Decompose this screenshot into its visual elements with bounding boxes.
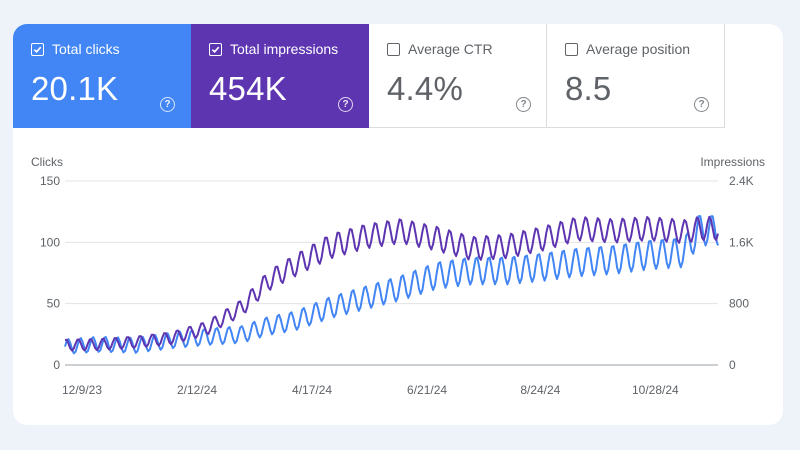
metric-label: Average CTR: [408, 41, 493, 57]
y-axis-labels: 150 2.4K 100 1.6K 50 800 0 0: [40, 174, 754, 372]
metric-header: Average position: [565, 41, 690, 57]
y-right-tick-label: 2.4K: [729, 174, 754, 188]
metric-label: Total impressions: [230, 41, 339, 57]
help-icon[interactable]: ?: [338, 97, 353, 112]
metric-value: 4.4%: [387, 70, 464, 107]
x-tick-label: 6/21/24: [407, 383, 447, 397]
help-icon[interactable]: ?: [160, 97, 175, 112]
metric-label: Average position: [586, 41, 691, 57]
checkbox-unchecked-icon[interactable]: [565, 42, 578, 56]
metric-average-ctr[interactable]: Average CTR 4.4% ?: [369, 24, 547, 128]
metric-tabs: Total clicks 20.1K ? Total impressions 4…: [13, 24, 725, 128]
metric-total-clicks[interactable]: Total clicks 20.1K ?: [13, 24, 191, 128]
checkbox-unchecked-icon[interactable]: [387, 42, 400, 56]
metric-header: Total clicks: [31, 41, 120, 57]
performance-card: Total clicks 20.1K ? Total impressions 4…: [13, 24, 783, 425]
checkbox-checked-icon[interactable]: [209, 42, 222, 56]
y-left-tick-label: 50: [47, 297, 61, 311]
metric-header: Average CTR: [387, 41, 493, 57]
chart-grid: [65, 180, 718, 366]
y-right-tick-label: 1.6K: [729, 235, 754, 249]
x-tick-label: 10/28/24: [632, 383, 679, 397]
metric-average-position[interactable]: Average position 8.5 ?: [547, 24, 725, 128]
metric-value: 454K: [209, 70, 287, 107]
metric-value: 8.5: [565, 70, 612, 107]
series-line-impressions: [65, 216, 719, 352]
series-line-clicks: [64, 215, 719, 355]
x-axis-labels: 12/9/23 2/12/24 4/17/24 6/21/24 8/24/24 10/28…: [62, 383, 679, 397]
x-tick-label: 4/17/24: [292, 383, 332, 397]
x-tick-label: 2/12/24: [177, 383, 217, 397]
help-icon[interactable]: ?: [516, 97, 531, 112]
chart-lines: [64, 215, 719, 355]
y-right-tick-label: 0: [729, 358, 736, 372]
y-left-tick-label: 0: [53, 358, 60, 372]
metric-header: Total impressions: [209, 41, 338, 57]
metric-value: 20.1K: [31, 70, 119, 107]
metric-label: Total clicks: [52, 41, 120, 57]
y-left-tick-label: 150: [40, 174, 60, 188]
left-axis-title: Clicks: [31, 155, 63, 169]
y-left-tick-label: 100: [40, 235, 60, 249]
x-tick-label: 12/9/23: [62, 383, 102, 397]
help-icon[interactable]: ?: [694, 97, 709, 112]
metric-total-impressions[interactable]: Total impressions 454K ?: [191, 24, 369, 128]
right-axis-title: Impressions: [700, 155, 765, 169]
checkbox-checked-icon[interactable]: [31, 42, 44, 56]
x-tick-label: 8/24/24: [520, 383, 560, 397]
y-right-tick-label: 800: [729, 297, 749, 311]
